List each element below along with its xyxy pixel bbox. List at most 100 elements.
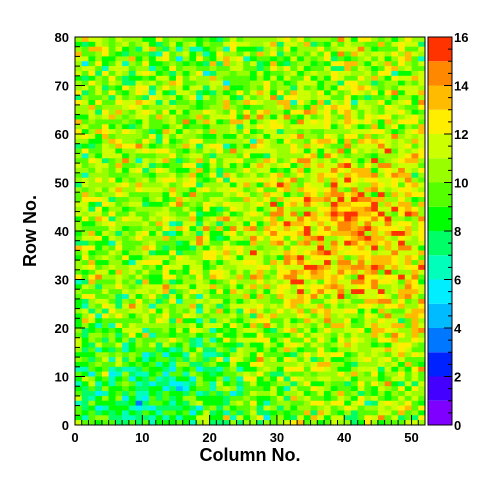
heatmap-cell	[297, 400, 305, 406]
heatmap-cell	[377, 332, 385, 338]
heatmap-cell	[317, 415, 325, 421]
heatmap-cell	[290, 386, 298, 392]
heatmap-cell	[122, 376, 130, 382]
heatmap-cell	[243, 405, 251, 411]
heatmap-cell	[169, 37, 177, 43]
heatmap-cell	[196, 328, 204, 334]
heatmap-cell	[162, 201, 170, 208]
heatmap-cell	[364, 51, 372, 57]
heatmap-cell	[196, 124, 204, 130]
heatmap-cell	[377, 221, 385, 227]
heatmap-cell	[398, 420, 406, 426]
heatmap-cell	[155, 46, 163, 52]
heatmap-cell	[371, 119, 379, 125]
heatmap-cell	[75, 114, 83, 120]
heatmap-cell	[236, 80, 244, 86]
heatmap-cell	[162, 153, 170, 159]
heatmap-cell	[297, 303, 305, 309]
heatmap-cell	[384, 163, 392, 169]
heatmap-cell	[344, 109, 352, 115]
heatmap-cell	[88, 124, 96, 130]
heatmap-cell	[169, 318, 177, 324]
heatmap-cell	[337, 129, 345, 135]
heatmap-cell	[81, 386, 89, 392]
heatmap-cell	[344, 371, 352, 377]
heatmap-cell	[283, 187, 291, 193]
heatmap-cell	[128, 410, 136, 416]
heatmap-cell	[149, 41, 157, 47]
heatmap-cell	[122, 124, 130, 130]
heatmap-cell	[317, 264, 325, 271]
heatmap-cell	[236, 274, 244, 280]
heatmap-cell	[108, 129, 116, 135]
x-tick-label: 40	[337, 430, 351, 445]
heatmap-cell	[418, 347, 426, 353]
heatmap-cell	[324, 313, 332, 319]
heatmap-cell	[270, 352, 278, 358]
heatmap-cell	[95, 148, 103, 154]
y-axis-title: Row No.	[20, 195, 40, 267]
heatmap-cell	[216, 323, 224, 329]
heatmap-cell	[175, 197, 183, 203]
heatmap-cell	[256, 391, 264, 397]
heatmap-cell	[88, 235, 96, 241]
heatmap-cell	[101, 235, 109, 241]
heatmap-cell	[350, 376, 358, 382]
heatmap-cell	[283, 138, 291, 144]
heatmap-cell	[270, 90, 278, 96]
heatmap-cell	[330, 323, 338, 329]
heatmap-cell	[229, 308, 237, 314]
heatmap-cell	[149, 134, 157, 140]
heatmap-cell	[229, 163, 237, 169]
heatmap-cell	[155, 148, 163, 154]
heatmap-cell	[324, 138, 332, 144]
x-tick-label: 0	[71, 430, 78, 445]
heatmap-cell	[411, 352, 419, 358]
heatmap-cell	[276, 114, 284, 120]
heatmap-cell	[182, 337, 190, 343]
heatmap-cell	[330, 182, 338, 188]
heatmap-cell	[95, 371, 103, 377]
heatmap-cell	[276, 104, 284, 111]
heatmap-cell	[216, 104, 224, 111]
heatmap-cell	[75, 366, 83, 372]
heatmap-cell	[317, 357, 325, 363]
heatmap-cell	[357, 124, 365, 130]
heatmap-cell	[263, 381, 271, 387]
heatmap-cell	[135, 381, 143, 387]
heatmap-cell	[149, 153, 157, 159]
heatmap-cell	[209, 167, 217, 174]
heatmap-cell	[297, 347, 305, 353]
heatmap-cell	[236, 235, 244, 241]
heatmap-cell	[189, 158, 197, 164]
heatmap-cell	[371, 371, 379, 377]
heatmap-cell	[297, 420, 305, 426]
heatmap-cell	[330, 357, 338, 363]
heatmap-cell	[229, 85, 237, 91]
heatmap-cell	[75, 395, 83, 402]
heatmap-cell	[350, 371, 358, 377]
heatmap-cell	[364, 95, 372, 101]
heatmap-cell	[290, 313, 298, 319]
heatmap-cell	[283, 371, 291, 377]
heatmap-cell	[384, 366, 392, 372]
heatmap-cell	[243, 284, 251, 290]
heatmap-cell	[223, 182, 231, 188]
heatmap-cell	[310, 294, 318, 300]
heatmap-cell	[122, 216, 130, 222]
heatmap-cell	[169, 167, 177, 174]
heatmap-cell	[344, 100, 352, 106]
heatmap-cell	[175, 284, 183, 290]
heatmap-cell	[81, 400, 89, 406]
heatmap-cell	[391, 226, 399, 232]
heatmap-cell	[337, 201, 345, 208]
heatmap-cell	[223, 61, 231, 67]
heatmap-cell	[216, 420, 224, 426]
heatmap-cell	[95, 235, 103, 241]
heatmap-cell	[250, 163, 258, 169]
heatmap-cell	[411, 114, 419, 120]
heatmap-cell	[182, 357, 190, 363]
heatmap-cell	[229, 138, 237, 144]
heatmap-cell	[122, 357, 130, 363]
